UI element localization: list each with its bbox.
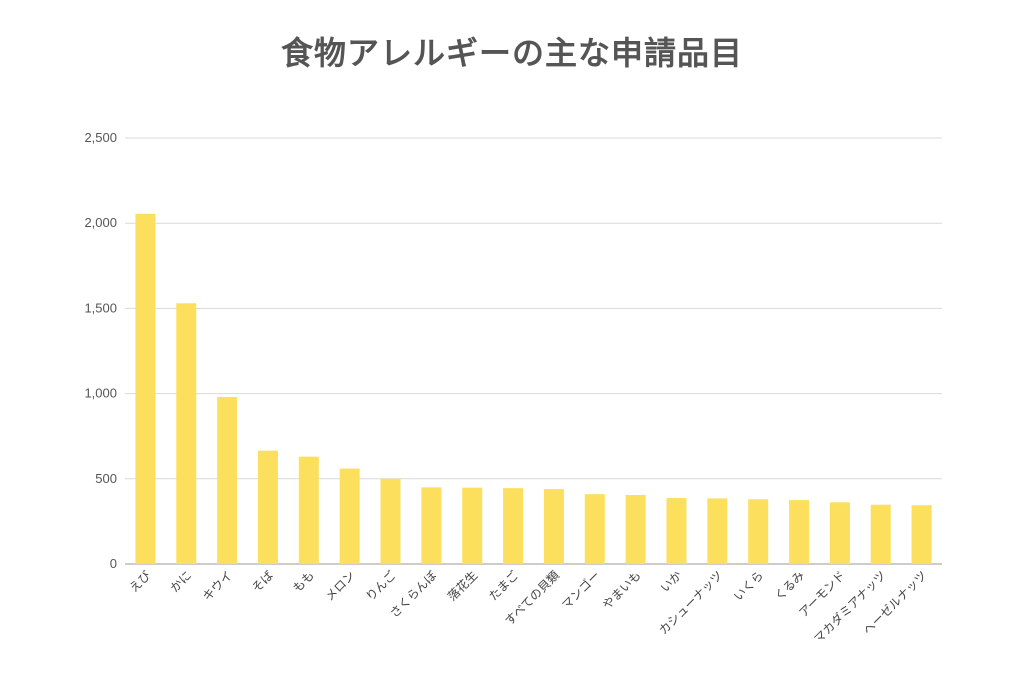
x-tick-label: たまご [485, 568, 521, 604]
x-tick-label: キウイ [200, 568, 235, 603]
bar [257, 450, 278, 564]
x-tick-label: くるみ [772, 568, 807, 603]
x-tick-label: やまいも [600, 568, 644, 612]
x-tick-label: マカダミアナッツ [811, 568, 889, 646]
bar [625, 494, 646, 564]
bar [911, 505, 932, 564]
bar [707, 498, 728, 564]
y-tick-label: 2,000 [84, 215, 117, 230]
gridlines [125, 137, 942, 565]
y-tick-label: 500 [95, 471, 117, 486]
y-tick-label: 2,500 [84, 130, 117, 145]
bar [135, 213, 156, 564]
chart-title: 食物アレルギーの主な申請品目 [280, 34, 743, 72]
bar [217, 397, 238, 564]
bar [666, 498, 687, 564]
x-tick-label: マンゴー [558, 568, 603, 613]
y-axis-ticks: 0 500 1,000 1,500 2,000 2,500 [84, 130, 117, 571]
x-tick-label: 落花生 [444, 568, 480, 604]
y-tick-label: 1,000 [84, 386, 117, 401]
x-tick-label: りんご [363, 568, 399, 604]
bar [870, 504, 891, 564]
bar [503, 488, 524, 564]
bar [789, 500, 810, 564]
x-tick-label: そば [249, 568, 276, 595]
x-tick-label: いくら [731, 568, 766, 603]
bar [462, 487, 483, 564]
bar [380, 478, 401, 564]
bar [748, 499, 769, 564]
bar [176, 303, 197, 564]
bars [135, 213, 932, 564]
x-tick-label: いか [658, 568, 685, 595]
x-tick-label: もも [290, 568, 317, 595]
bar [543, 489, 564, 564]
bar [298, 456, 319, 564]
bar [421, 487, 442, 564]
bar [339, 468, 360, 564]
bar [584, 494, 605, 564]
x-tick-label: かに [168, 568, 195, 595]
x-tick-label: メロン [322, 568, 357, 603]
bar [829, 502, 850, 564]
y-tick-label: 0 [110, 556, 117, 571]
x-tick-label: えび [127, 568, 154, 595]
y-tick-label: 1,500 [84, 300, 117, 315]
